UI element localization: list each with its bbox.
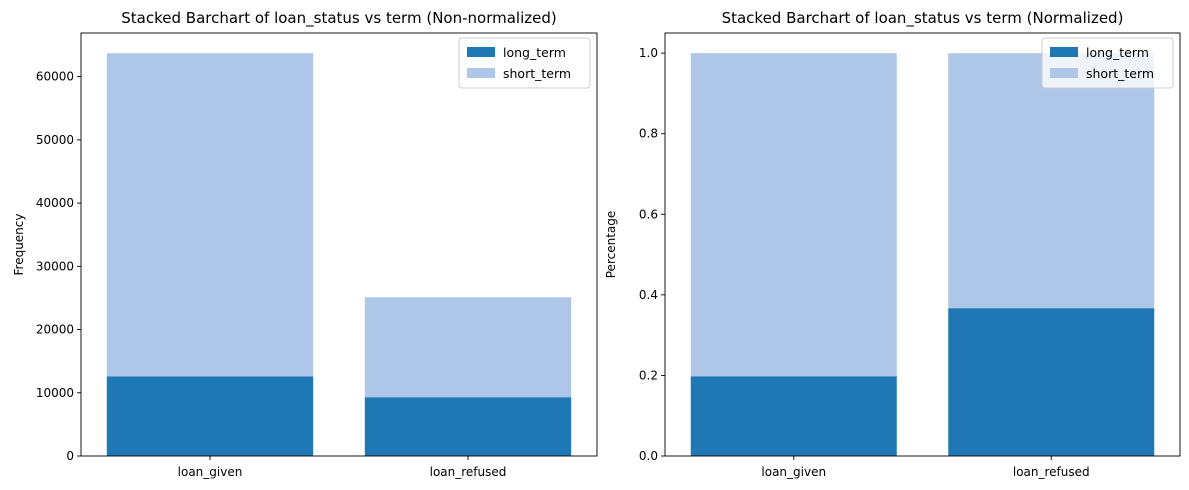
chart-title: Stacked Barchart of loan_status vs term … [121, 9, 556, 28]
bar-short-term-loan-refused [364, 297, 572, 398]
y-axis-label: Frequency [12, 214, 26, 276]
bar-long-term-loan-refused [364, 397, 572, 456]
y-tick-label: 0.6 [639, 207, 658, 221]
bar-long-term-loan-given [690, 376, 897, 456]
y-tick-label: 0.0 [639, 449, 658, 463]
legend-swatch [1050, 47, 1078, 57]
x-tick-label: loan_given [178, 465, 243, 479]
y-tick-label: 10000 [36, 386, 74, 400]
y-tick-label: 50000 [36, 133, 74, 147]
legend: long_term short_term [458, 37, 591, 89]
y-tick-label: 30000 [36, 259, 74, 273]
legend-label: short_term [1086, 66, 1154, 81]
chart-title: Stacked Barchart of loan_status vs term … [722, 9, 1124, 28]
legend-swatch [467, 47, 495, 57]
y-tick-label: 0.8 [639, 127, 658, 141]
x-tick-label: loan_refused [1013, 465, 1090, 479]
y-tick-label: 0.4 [639, 288, 658, 302]
chart-1: 0 10000 20000 30000 40000 50000 60000 loan_give… [12, 9, 598, 479]
axes-frame [80, 32, 598, 457]
legend: long_term short_term [1041, 37, 1174, 89]
x-tick-label: loan_refused [430, 465, 507, 479]
legend-swatch [467, 68, 495, 78]
y-tick-label: 60000 [36, 70, 74, 84]
y-tick-label: 20000 [36, 323, 74, 337]
y-axis-label: Percentage [604, 211, 618, 279]
x-tick-label: loan_given [761, 465, 826, 479]
bar-short-term-loan-refused [948, 53, 1155, 309]
bar-short-term-loan-given [690, 53, 897, 377]
bar-long-term-loan-given [106, 376, 314, 456]
y-tick-label: 1.0 [639, 46, 658, 60]
legend-label: long_term [1086, 45, 1149, 60]
y-tick-label: 0.2 [639, 368, 658, 382]
legend-label: long_term [503, 45, 566, 60]
chart-2: 0.0 0.2 0.4 0.6 0.8 1.0 loan_given loan_refused… [604, 9, 1181, 479]
y-tick-label: 40000 [36, 196, 74, 210]
y-tick-label: 0 [66, 449, 74, 463]
bar-long-term-loan-refused [948, 308, 1155, 456]
legend-swatch [1050, 68, 1078, 78]
legend-label: short_term [503, 66, 571, 81]
axes-frame [664, 32, 1181, 457]
bar-short-term-loan-given [106, 53, 314, 377]
